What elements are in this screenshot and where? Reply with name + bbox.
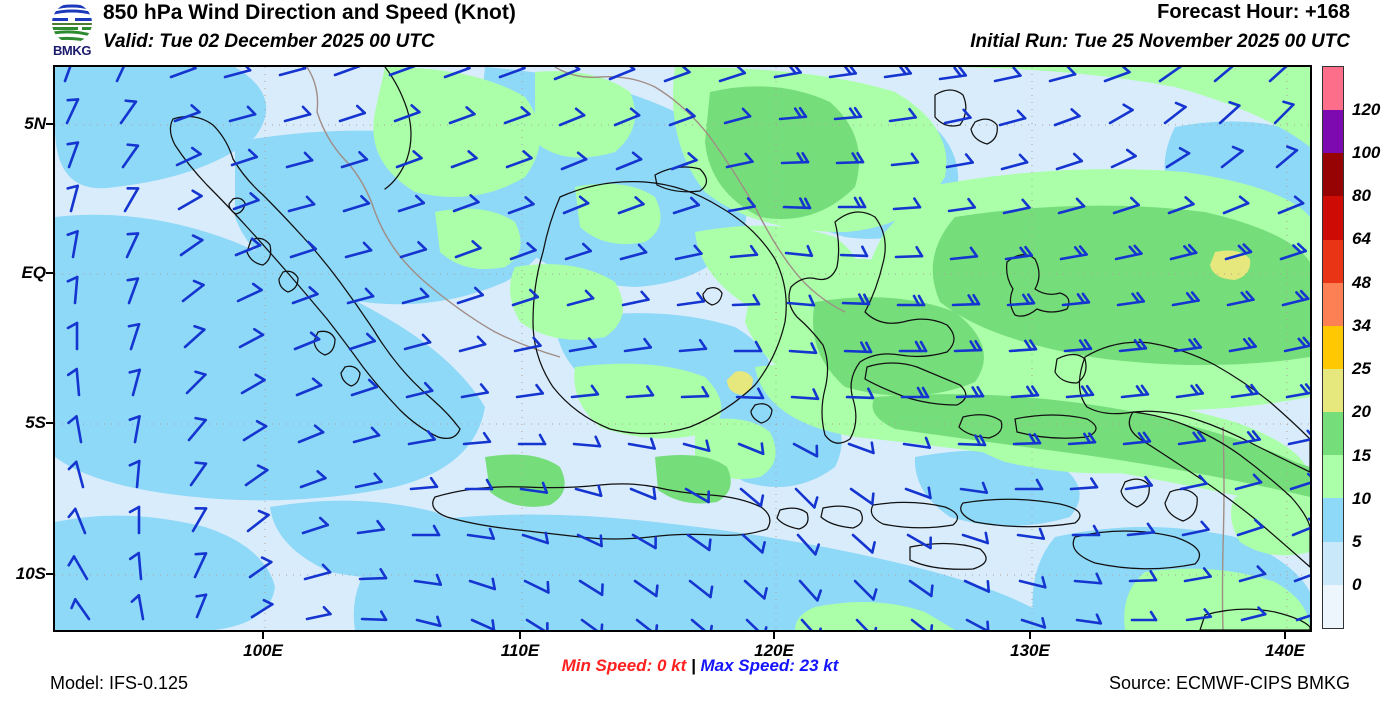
y-tick-mark (46, 422, 54, 424)
colorbar-swatch-64-80 (1323, 196, 1343, 240)
bmkg-logo-text: BMKG (52, 43, 92, 58)
forecast-hour-label: Forecast Hour: +168 (1157, 1, 1350, 23)
colorbar-swatch-5-10 (1323, 498, 1343, 542)
colorbar-swatch-48-64 (1323, 239, 1343, 283)
colorbar-swatch-10-15 (1323, 455, 1343, 499)
colorbar-tick-label: 20 (1352, 402, 1371, 421)
valid-time-label: Valid: Tue 02 December 2025 00 UTC (103, 31, 435, 52)
y-tick-mark (46, 123, 54, 125)
initial-run-label: Initial Run: Tue 25 November 2025 00 UTC (970, 31, 1350, 52)
colorbar-tick-label: 80 (1352, 186, 1371, 205)
y-tick-label: 5N (24, 114, 46, 133)
source-label: Source: ECMWF-CIPS BMKG (1108, 673, 1350, 693)
y-tick-label: 10S (15, 564, 46, 583)
colorbar-swatch-25-34 (1323, 325, 1343, 369)
col orbar-swatch-100-120 (1323, 110, 1343, 154)
x-tick-mark (519, 632, 521, 639)
x-tick-label: 120E (754, 641, 794, 660)
y-tick-label: 5S (25, 413, 46, 432)
min-speed-label: Min Speed: 0 kt (561, 656, 687, 675)
x-tick-mark (262, 632, 264, 639)
y-tick-mark (46, 272, 54, 274)
colorbar-tick-label: 120 (1352, 100, 1381, 119)
x-tick-label: 130E (1010, 641, 1050, 660)
x-tick-label: 100E (243, 641, 283, 660)
x-tick-label: 110E (500, 641, 540, 660)
bmkg-logo-mark (52, 3, 92, 43)
colorbar (1322, 66, 1344, 629)
min-max-speed: Min Speed: 0 kt | Max Speed: 23 kt (0, 656, 1400, 676)
colorbar-tick-label: 10 (1352, 489, 1371, 508)
model-label: Model: IFS-0.125 (50, 673, 189, 693)
max-speed-label: Max Speed: 23 kt (700, 656, 839, 675)
x-tick-label: 140E (1265, 641, 1305, 660)
y-tick-mark (46, 573, 54, 575)
x-tick-mark (1284, 632, 1286, 639)
colorbar-swatch-0-5 (1323, 541, 1343, 585)
y-tick-label: EQ (21, 263, 46, 282)
colorbar-tick-label: 15 (1352, 446, 1371, 465)
colorbar-swatch-15-20 (1323, 412, 1343, 456)
header: BMKG 850 hPa Wind Direction and Speed (K… (0, 0, 1400, 62)
colorbar-swatch-120plus (1323, 67, 1343, 111)
map-canvas (55, 67, 1310, 630)
minmax-separator: | (690, 656, 696, 675)
page-title: 850 hPa Wind Direction and Speed (Knot) (103, 1, 516, 24)
colorbar-tick-label: 25 (1352, 359, 1371, 378)
bmkg-logo: BMKG (44, 2, 100, 58)
colorbar-tick-label: 48 (1352, 273, 1371, 292)
colorbar-tick-label: 5 (1352, 532, 1362, 551)
colorbar-swatch-20-25 (1323, 368, 1343, 413)
x-tick-mark (773, 632, 775, 639)
colorbar-swatch-80-100 (1323, 153, 1343, 197)
x-tick-mark (1029, 632, 1031, 639)
colorbar-swatch-below0 (1323, 584, 1343, 628)
colorbar-tick-label: 64 (1352, 229, 1371, 248)
colorbar-tick-label: 0 (1352, 575, 1362, 594)
colorbar-tick-label: 34 (1352, 316, 1371, 335)
colorbar-tick-label: 100 (1352, 143, 1381, 162)
weather-map[interactable]: Copyright Sub Bidang Prediksi Cuaca BMKG… (53, 65, 1312, 632)
colorbar-swatch-34-48 (1323, 282, 1343, 326)
